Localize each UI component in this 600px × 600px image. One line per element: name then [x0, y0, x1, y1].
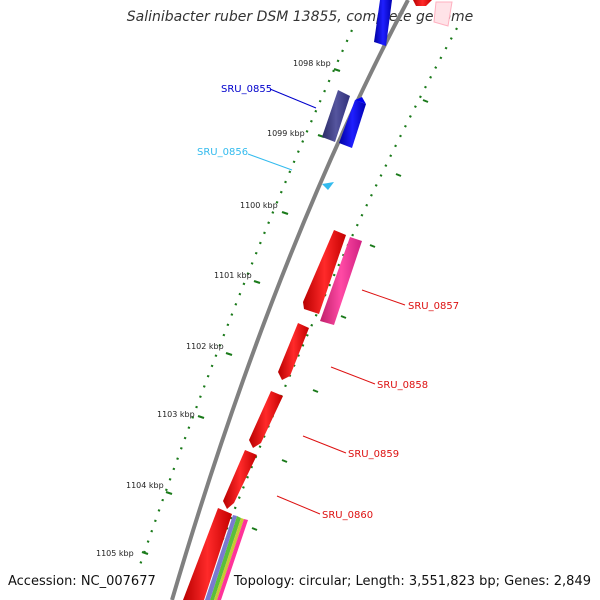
- gene-label-sru-0855[interactable]: SRU_0855: [221, 84, 272, 95]
- kbp-label: 1099 kbp: [267, 129, 305, 138]
- kbp-label: 1105 kbp: [96, 549, 134, 558]
- gene-leader-lines: [247, 88, 406, 515]
- gene-feature-sru-0858[interactable]: [278, 323, 309, 380]
- kbp-label: 1104 kbp: [126, 481, 164, 490]
- accession-text: Accession: NC_007677: [8, 574, 156, 589]
- gene-label-sru-0857[interactable]: SRU_0857: [408, 301, 459, 312]
- outer-ticks: [251, 99, 429, 531]
- top-partial-features: [374, 0, 453, 46]
- kbp-ticks: [141, 67, 341, 556]
- gene-feature-sru-0859[interactable]: [249, 391, 283, 448]
- kbp-label: 1102 kbp: [186, 342, 224, 351]
- kbp-label: 1098 kbp: [293, 59, 331, 68]
- gene-labels: SRU_0855 SRU_0856 SRU_0857 SRU_0858 SRU_…: [197, 84, 459, 521]
- kbp-label: 1103 kbp: [157, 410, 195, 419]
- gene-label-sru-0860[interactable]: SRU_0860: [322, 510, 373, 521]
- kbp-label: 1101 kbp: [214, 271, 252, 280]
- gene-feature-sru-0856[interactable]: [322, 182, 334, 190]
- genome-backbone: [170, 0, 410, 600]
- gene-feature-sru-0860[interactable]: [223, 450, 257, 509]
- topology-text: Topology: circular; Length: 3,551,823 bp…: [233, 574, 591, 589]
- kbp-labels: 1098 kbp 1099 kbp 1100 kbp 1101 kbp 1102…: [96, 59, 331, 558]
- gene-label-sru-0858[interactable]: SRU_0858: [377, 380, 428, 391]
- kbp-label: 1100 kbp: [240, 201, 278, 210]
- bottom-features: [183, 508, 248, 600]
- gene-label-sru-0856[interactable]: SRU_0856: [197, 147, 248, 158]
- gene-feature-sru-0857[interactable]: [303, 230, 362, 325]
- gene-label-sru-0859[interactable]: SRU_0859: [348, 449, 399, 460]
- gene-feature-sru-0855[interactable]: [322, 90, 366, 148]
